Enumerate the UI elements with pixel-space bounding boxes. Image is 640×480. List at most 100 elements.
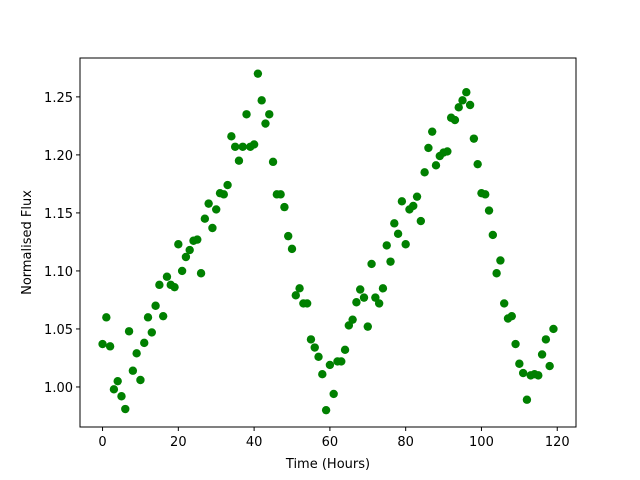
- point: [352, 298, 361, 307]
- x-tick-label: 40: [246, 435, 263, 450]
- point: [469, 134, 479, 143]
- point: [177, 266, 187, 276]
- point: [412, 192, 422, 201]
- point: [374, 299, 384, 308]
- y-tick-label: 1.00: [44, 381, 73, 396]
- point: [484, 206, 494, 215]
- point: [454, 103, 463, 112]
- point: [496, 256, 505, 265]
- point: [458, 96, 467, 105]
- point: [280, 202, 289, 212]
- point: [386, 257, 395, 266]
- point: [223, 180, 232, 190]
- plot-frame: [79, 57, 577, 428]
- point: [378, 284, 388, 293]
- point: [113, 376, 122, 386]
- point: [234, 156, 244, 165]
- point: [170, 282, 179, 292]
- point: [109, 385, 119, 394]
- point: [253, 69, 263, 78]
- point: [136, 375, 145, 385]
- point: [102, 313, 111, 322]
- point: [98, 339, 107, 349]
- point: [515, 359, 524, 368]
- point: [541, 335, 551, 344]
- point: [393, 229, 403, 238]
- point: [416, 216, 426, 226]
- point: [196, 269, 206, 278]
- point: [276, 190, 285, 199]
- point: [257, 96, 266, 105]
- point: [499, 299, 509, 308]
- point: [359, 293, 369, 302]
- point: [212, 205, 221, 214]
- point: [295, 284, 304, 293]
- point: [481, 190, 490, 199]
- point: [428, 127, 437, 136]
- point: [492, 269, 501, 278]
- point: [507, 311, 516, 321]
- point: [105, 342, 115, 351]
- x-axis-label: Time (Hours): [285, 457, 370, 472]
- point: [318, 370, 327, 379]
- x-tick-label: 0: [98, 435, 106, 450]
- x-tick-label: 80: [397, 435, 414, 450]
- point: [193, 235, 202, 244]
- point: [356, 285, 365, 294]
- y-tick-label: 1.15: [44, 207, 73, 222]
- point: [545, 361, 554, 371]
- y-tick-label: 1.25: [44, 91, 73, 106]
- point: [488, 230, 498, 240]
- point: [132, 349, 141, 358]
- point: [162, 272, 172, 281]
- point: [367, 259, 376, 269]
- point: [450, 115, 460, 125]
- point: [174, 240, 183, 249]
- point: [265, 110, 274, 119]
- point: [151, 301, 160, 310]
- point: [549, 324, 558, 334]
- x-tick-label: 60: [322, 435, 339, 450]
- point: [208, 223, 217, 233]
- point: [518, 368, 528, 378]
- point: [219, 190, 228, 199]
- point: [227, 132, 236, 141]
- y-axis-label: Normalised Flux: [20, 190, 35, 295]
- point: [534, 371, 543, 380]
- point: [287, 244, 297, 254]
- point: [140, 338, 149, 348]
- point: [401, 240, 410, 249]
- point: [117, 392, 126, 401]
- point: [473, 159, 482, 169]
- point: [158, 311, 168, 321]
- point: [268, 157, 278, 167]
- point: [397, 197, 407, 206]
- x-tick-label: 120: [545, 435, 570, 450]
- y-tick-label: 1.05: [44, 323, 73, 338]
- point: [238, 142, 247, 151]
- point: [291, 291, 300, 300]
- point: [337, 357, 346, 366]
- point: [462, 88, 471, 97]
- point: [204, 199, 213, 208]
- point: [121, 404, 130, 414]
- point: [147, 328, 157, 337]
- point: [181, 252, 191, 262]
- point: [420, 168, 429, 177]
- x-tick-label: 20: [170, 435, 187, 450]
- point: [230, 142, 240, 151]
- point: [155, 280, 164, 290]
- point: [261, 119, 270, 128]
- point: [302, 299, 312, 308]
- x-tick-label: 100: [469, 435, 494, 450]
- point: [390, 219, 399, 228]
- point: [200, 214, 210, 223]
- point: [522, 395, 532, 404]
- point: [325, 360, 335, 370]
- point: [465, 100, 475, 110]
- point: [363, 322, 372, 331]
- y-tick-label: 1.10: [44, 265, 73, 280]
- point: [306, 335, 316, 344]
- point: [249, 140, 259, 149]
